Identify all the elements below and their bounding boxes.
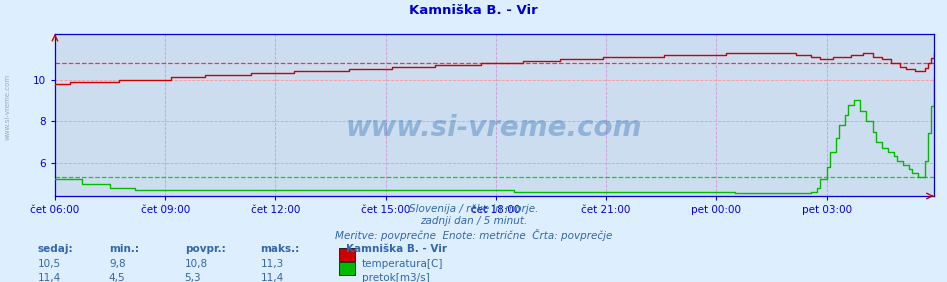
- Text: Kamniška B. - Vir: Kamniška B. - Vir: [346, 244, 447, 254]
- Text: 9,8: 9,8: [109, 259, 126, 269]
- Text: temperatura[C]: temperatura[C]: [362, 259, 443, 269]
- Text: zadnji dan / 5 minut.: zadnji dan / 5 minut.: [420, 216, 527, 226]
- Text: 10,5: 10,5: [38, 259, 61, 269]
- Text: min.:: min.:: [109, 244, 139, 254]
- Text: Slovenija / reke in morje.: Slovenija / reke in morje.: [409, 204, 538, 213]
- Text: www.si-vreme.com: www.si-vreme.com: [346, 114, 643, 142]
- Text: Kamniška B. - Vir: Kamniška B. - Vir: [409, 4, 538, 17]
- Text: Meritve: povprečne  Enote: metrične  Črta: povprečje: Meritve: povprečne Enote: metrične Črta:…: [335, 229, 612, 241]
- Text: maks.:: maks.:: [260, 244, 299, 254]
- Text: 11,4: 11,4: [38, 273, 62, 282]
- Text: www.si-vreme.com: www.si-vreme.com: [5, 74, 10, 140]
- Text: 4,5: 4,5: [109, 273, 126, 282]
- Text: 11,3: 11,3: [260, 259, 284, 269]
- Text: pretok[m3/s]: pretok[m3/s]: [362, 273, 430, 282]
- Text: sedaj:: sedaj:: [38, 244, 74, 254]
- Text: 10,8: 10,8: [185, 259, 207, 269]
- Text: povpr.:: povpr.:: [185, 244, 225, 254]
- Text: 11,4: 11,4: [260, 273, 284, 282]
- Text: 5,3: 5,3: [185, 273, 202, 282]
